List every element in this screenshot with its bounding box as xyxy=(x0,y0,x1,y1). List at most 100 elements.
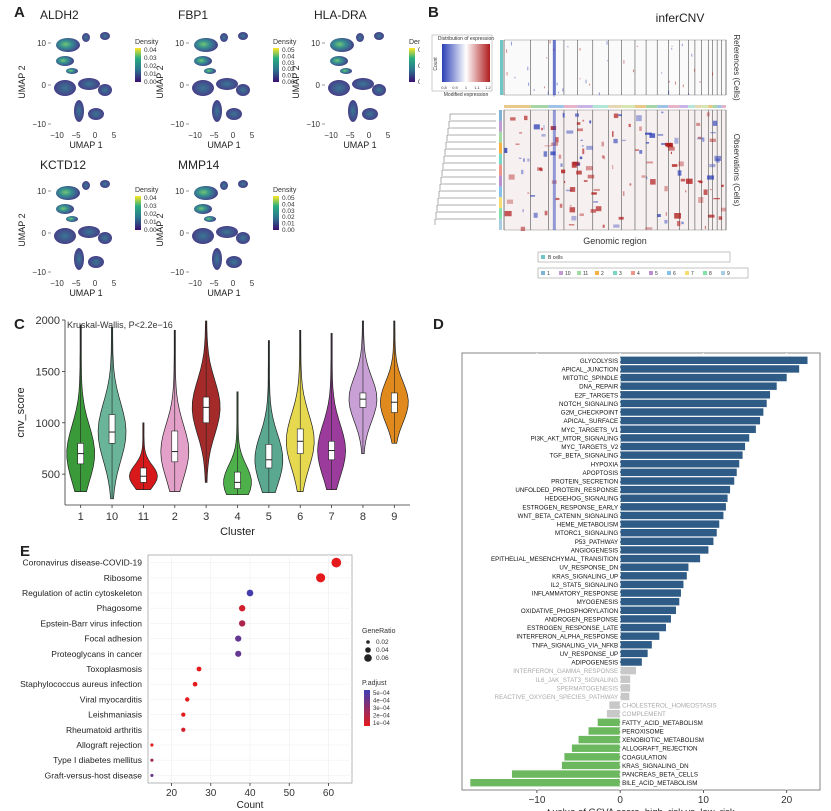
cnv-signal xyxy=(686,178,693,184)
umap-xlabel: UMAP 1 xyxy=(207,288,240,298)
violin-iqr-box xyxy=(140,467,147,483)
dendrogram-branch xyxy=(446,134,496,141)
umap-cell-cluster xyxy=(194,56,212,66)
cnv-signal xyxy=(698,197,704,203)
cnv-signal xyxy=(565,189,573,192)
gsva-bar xyxy=(511,770,621,778)
enrichment-dot xyxy=(196,666,202,672)
cnv-signal xyxy=(636,115,642,122)
cnv-signal xyxy=(560,163,563,167)
gsva-bar-label: HEME_METABOLISM xyxy=(557,522,618,529)
gsva-bar-label: DNA_REPAIR xyxy=(579,384,619,391)
gsva-bar xyxy=(620,477,735,485)
cnv-signal xyxy=(595,206,602,212)
infercnv-color-key: Distribution of expression Modified expre… xyxy=(431,34,494,98)
x-axis-label: Cluster xyxy=(220,526,255,538)
gsva-bar xyxy=(620,529,717,537)
umap-title: KCTD12 xyxy=(40,158,86,172)
x-tick-label: 4 xyxy=(234,511,240,523)
umap-legend-label: 0.03 xyxy=(144,55,157,62)
gsva-bar-label: REACTIVE_OXYGEN_SPECIES_PATHWAY xyxy=(495,694,619,701)
gsva-bar-label: P53_PATHWAY xyxy=(575,539,618,546)
cnv-signal xyxy=(634,149,639,151)
gsva-bar xyxy=(620,485,731,494)
cnv-signal xyxy=(671,45,673,47)
observations-annotation-bar xyxy=(499,175,502,187)
cnv-signal xyxy=(540,127,543,131)
cnv-signal xyxy=(671,47,673,50)
cnv-signal xyxy=(523,158,525,162)
umap-ylabel: UMAP 2 xyxy=(155,65,165,98)
cnv-signal xyxy=(518,157,522,159)
umap-legend-title: Density xyxy=(135,39,159,46)
color-key-tick: 1.2 xyxy=(485,85,491,90)
umap-density-scale xyxy=(135,196,141,230)
gsva-bar-label: IL2_STAT5_SIGNALING xyxy=(551,582,619,589)
y-tick-label: 500 xyxy=(42,469,60,481)
gsva-bar xyxy=(620,597,680,606)
enrichment-dot xyxy=(150,743,154,747)
pathway-label: Leishmaniasis xyxy=(88,710,142,720)
gsva-bar-label: PEROXISOME xyxy=(622,728,664,735)
cnv-signal xyxy=(564,180,566,184)
umap-cell-cluster xyxy=(82,181,90,190)
legend-swatch xyxy=(631,271,635,275)
x-tick-label: 0 xyxy=(617,795,623,806)
cnv-signal xyxy=(581,145,584,147)
gsva-bar-label: G2M_CHECKPOINT xyxy=(561,410,619,417)
cnv-signal xyxy=(561,169,566,174)
umap-xtick: −10 xyxy=(50,279,64,288)
umap-cell-cluster xyxy=(56,186,80,200)
cnv-signal xyxy=(586,145,593,150)
umap-title: FBP1 xyxy=(178,8,208,22)
pathway-label: Rheumatoid arthritis xyxy=(66,725,142,735)
cnv-signal xyxy=(677,170,682,176)
violin-iqr-box xyxy=(234,471,241,489)
chromosome-strip xyxy=(577,105,593,108)
cnv-signal xyxy=(603,155,605,160)
cnv-signal xyxy=(508,174,515,180)
cnv-signal xyxy=(721,184,724,187)
observations-dendrogram xyxy=(434,113,496,225)
legend-label: 0.06 xyxy=(376,655,389,662)
dendrogram-branch xyxy=(439,183,496,190)
umap-density-scale xyxy=(273,196,279,230)
umap-ytick: −10 xyxy=(170,268,184,277)
cnv-signal xyxy=(566,130,574,134)
violin-iqr-box xyxy=(265,444,273,469)
pathway-label: Epstein-Barr virus infection xyxy=(40,618,142,628)
cnv-signal xyxy=(569,207,576,213)
infercnv-panel: inferCNV Distribution of expression Modifi… xyxy=(431,11,749,279)
y-tick-label: 1500 xyxy=(36,366,60,378)
cnv-signal xyxy=(718,216,723,220)
gsva-bar xyxy=(620,675,631,683)
violin-cluster-7 xyxy=(317,333,346,490)
gsva-bar-label: ADIPOGENESIS xyxy=(571,660,618,667)
gsva-bar-label: INFLAMMATORY_RESPONSE xyxy=(532,591,618,598)
umap-cell-cluster xyxy=(194,186,218,200)
cnv-signal xyxy=(650,179,656,185)
cnv-signal xyxy=(537,167,542,171)
umap-cell-cluster xyxy=(226,108,242,120)
legend-swatch xyxy=(649,271,653,275)
cnv-signal xyxy=(670,151,673,155)
chromosome-strip xyxy=(708,105,713,108)
cnv-signal xyxy=(506,72,508,76)
legend-title: GeneRatio xyxy=(362,628,396,635)
umap-ytick: 0 xyxy=(316,81,321,90)
cnv-signal xyxy=(664,142,672,147)
cnv-signal xyxy=(636,45,638,47)
cnv-signal xyxy=(714,155,722,161)
legend-label: 3 xyxy=(619,271,622,277)
gsva-bar xyxy=(620,615,671,623)
cnv-signal xyxy=(674,137,679,144)
gsva-bar-label: OXIDATIVE_PHOSPHORYLATION xyxy=(521,608,618,615)
gsva-bar xyxy=(620,399,767,408)
gsva-bar-label: KRAS_SIGNALING_UP xyxy=(552,573,618,580)
chromosome-strip xyxy=(721,105,726,108)
cnv-signal xyxy=(699,81,701,83)
legend-label: 9 xyxy=(727,271,730,277)
cnv-signal xyxy=(628,123,631,128)
